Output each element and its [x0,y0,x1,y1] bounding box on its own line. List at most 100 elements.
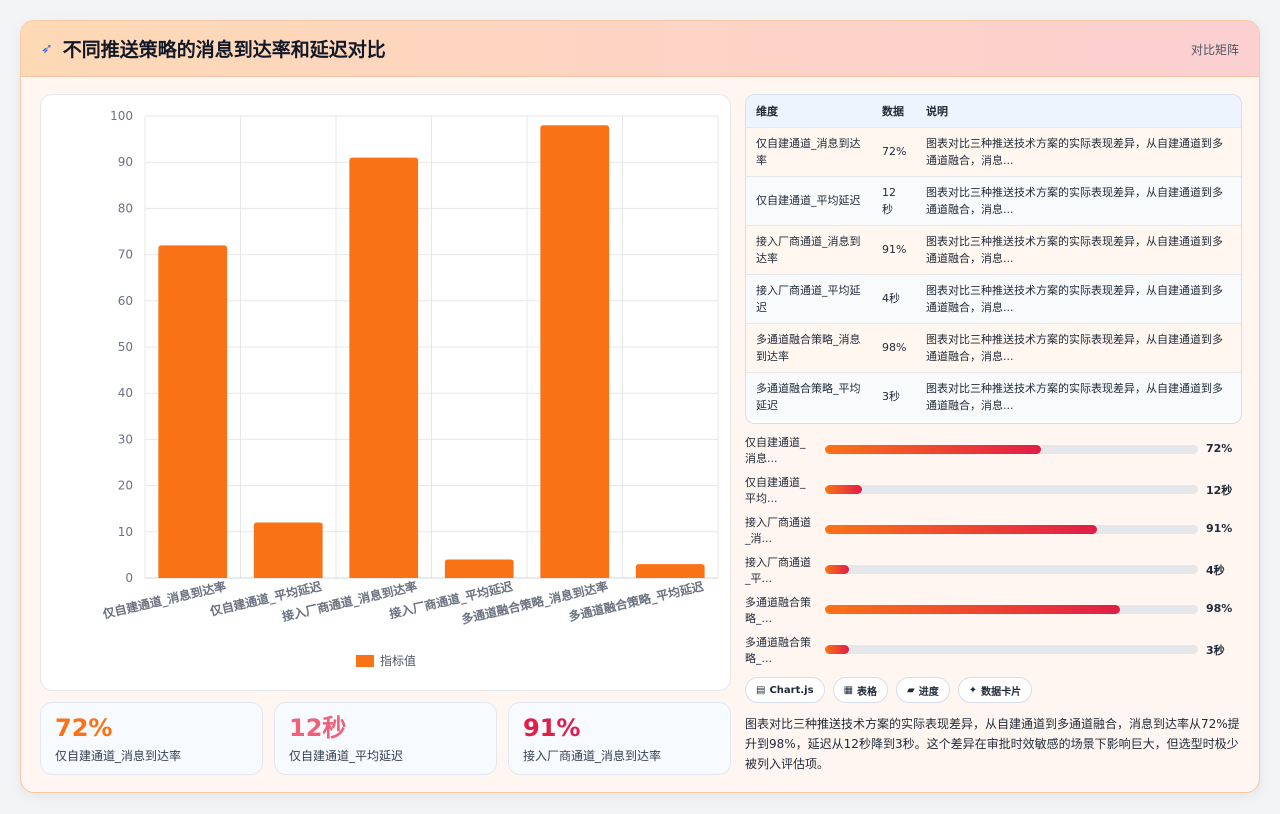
cell-dimension: 多通道融合策略_平均延迟 [746,371,872,421]
bar [349,157,419,578]
bar [253,522,323,578]
chip-table[interactable]: ▦ 表格 [832,677,889,703]
y-tick-label: 30 [118,432,133,446]
column-header: 维度 [746,95,872,127]
y-tick-label: 60 [118,294,133,308]
stat-card: 91% 接入厂商通道_消息到达率 [508,702,731,775]
stat-value: 91% [523,714,581,742]
progress-fill [825,525,1098,534]
cell-description: 图表对比三种推送技术方案的实际表现差异，从自建通道到多通道融合，消息... [916,371,1241,421]
progress-icon: ▰ [907,684,915,696]
stat-label: 仅自建通道_消息到达率 [55,749,182,763]
progress-row: 多通道融合策略_... 3秒 [745,633,1242,673]
cell-dimension: 接入厂商通道_平均延迟 [746,273,872,323]
bar [444,559,514,578]
bar-chart-panel: 0 10 20 30 40 50 60 70 80 90 100 仅自建通道_消息到达率 仅自建通道_平… [40,94,731,691]
y-tick-label: 50 [118,340,133,354]
progress-track [825,485,1198,494]
cell-dimension: 接入厂商通道_消息到达率 [746,224,872,274]
cell-description: 图表对比三种推送技术方案的实际表现差异，从自建通道到多通道融合，消息... [916,322,1241,372]
table-icon: ▦ [843,684,854,696]
progress-row: 多通道融合策略_... 98% [745,593,1242,633]
table-row: 多通道融合策略_消息到达率 98% 图表对比三种推送技术方案的实际表现差异，从自… [746,322,1241,372]
progress-row: 仅自建通道_平均... 12秒 [745,473,1242,513]
progress-list: 仅自建通道_消息... 72% 仅自建通道_平均... 12秒 接入厂商通道_消… [745,433,1242,673]
y-tick-label: 40 [118,386,133,400]
cell-description: 图表对比三种推送技术方案的实际表现差异，从自建通道到多通道融合，消息... [916,175,1241,225]
stat-label: 接入厂商通道_消息到达率 [523,749,662,763]
table-row: 多通道融合策略_平均延迟 3秒 图表对比三种推送技术方案的实际表现差异，从自建通… [746,371,1241,421]
cell-description: 图表对比三种推送技术方案的实际表现差异，从自建通道到多通道融合，消息... [916,224,1241,274]
progress-label: 仅自建通道_消息... [745,436,806,465]
bar [158,245,228,579]
summary-text: 图表对比三种推送技术方案的实际表现差异，从自建通道到多通道融合，消息到达率从72… [745,717,1240,771]
progress-label: 接入厂商通道_消... [745,516,811,545]
card-header: ➶ 不同推送策略的消息到达率和延迟对比 对比矩阵 [21,21,1259,77]
stat-value: 72% [55,714,113,742]
chip-label: Chart.js [769,684,814,696]
view-tag: 对比矩阵 [1190,43,1239,57]
legend-label: 指标值 [380,653,416,668]
table-row: 接入厂商通道_平均延迟 4秒 图表对比三种推送技术方案的实际表现差异，从自建通道… [746,273,1241,323]
progress-fill [825,645,850,654]
progress-track [825,445,1198,454]
y-tick-label: 90 [118,155,133,169]
y-tick-label: 10 [118,525,133,539]
table-row: 仅自建通道_平均延迟 12秒 图表对比三种推送技术方案的实际表现差异，从自建通道… [746,175,1241,225]
progress-label: 多通道融合策略_... [745,596,811,625]
chip-data-card[interactable]: ✦ 数据卡片 [957,677,1033,703]
progress-track [825,565,1198,574]
chip-progress[interactable]: ▰ 进度 [896,677,950,703]
chart-icon: ▤ [756,684,766,696]
cell-value: 3秒 [872,371,916,421]
table-row: 仅自建通道_消息到达率 72% 图表对比三种推送技术方案的实际表现差异，从自建通… [746,126,1241,176]
column-header: 说明 [916,95,1241,127]
stat-card: 12秒 仅自建通道_平均延迟 [274,702,497,775]
cell-dimension: 仅自建通道_平均延迟 [746,175,872,225]
progress-track [825,645,1198,654]
progress-label: 接入厂商通道_平... [745,556,811,585]
cell-dimension: 仅自建通道_消息到达率 [746,126,872,176]
y-tick-label: 20 [118,479,133,493]
page-title: 不同推送策略的消息到达率和延迟对比 [62,39,386,61]
progress-value: 4秒 [1206,564,1225,577]
cell-value: 98% [872,322,916,372]
view-chips: ▤ Chart.js ▦ 表格 ▰ 进度 ✦ 数据卡片 [745,677,1033,703]
table-row: 接入厂商通道_消息到达率 91% 图表对比三种推送技术方案的实际表现差异，从自建… [746,224,1241,274]
stat-label: 仅自建通道_平均延迟 [289,749,404,763]
progress-value: 3秒 [1206,644,1225,657]
comparison-card: ➶ 不同推送策略的消息到达率和延迟对比 对比矩阵 0 10 20 30 40 50 60 70… [20,20,1260,793]
progress-row: 仅自建通道_消息... 72% [745,433,1242,473]
progress-fill [825,565,850,574]
comet-icon: ➶ [41,40,53,57]
chip-label: 数据卡片 [981,686,1022,698]
progress-fill [825,485,863,494]
progress-label: 多通道融合策略_... [745,636,811,665]
bar-chart: 0102030405060708090100仅自建通道_消息到达率仅自建通道_平… [100,109,719,668]
chip-label: 进度 [918,686,939,698]
table-header-row: 维度 数据 说明 [746,95,1241,127]
legend-swatch [356,655,374,667]
y-tick-label: 0 [125,571,133,585]
y-tick-label: 80 [118,201,133,215]
data-table: 维度 数据 说明 仅自建通道_消息到达率 72% 图表对比三种推送技术方案的实际… [745,94,1242,424]
bar [540,125,610,579]
bar [635,564,705,578]
cell-description: 图表对比三种推送技术方案的实际表现差异，从自建通道到多通道融合，消息... [916,126,1241,176]
cell-description: 图表对比三种推送技术方案的实际表现差异，从自建通道到多通道融合，消息... [916,273,1241,323]
progress-label: 仅自建通道_平均... [745,476,806,505]
chip-chartjs[interactable]: ▤ Chart.js [745,677,825,703]
cell-value: 4秒 [872,273,916,323]
progress-value: 98% [1206,602,1233,615]
y-tick-label: 70 [118,248,133,262]
progress-track [825,525,1198,534]
progress-fill [825,445,1042,454]
progress-value: 91% [1206,522,1233,535]
stat-value: 12秒 [289,714,347,742]
cell-value: 72% [872,126,916,176]
progress-value: 72% [1206,442,1233,455]
stat-card: 72% 仅自建通道_消息到达率 [40,702,263,775]
progress-row: 接入厂商通道_消... 91% [745,513,1242,553]
cell-dimension: 多通道融合策略_消息到达率 [746,322,872,372]
x-tick-label: 仅自建通道_消息到达率 [100,578,227,622]
